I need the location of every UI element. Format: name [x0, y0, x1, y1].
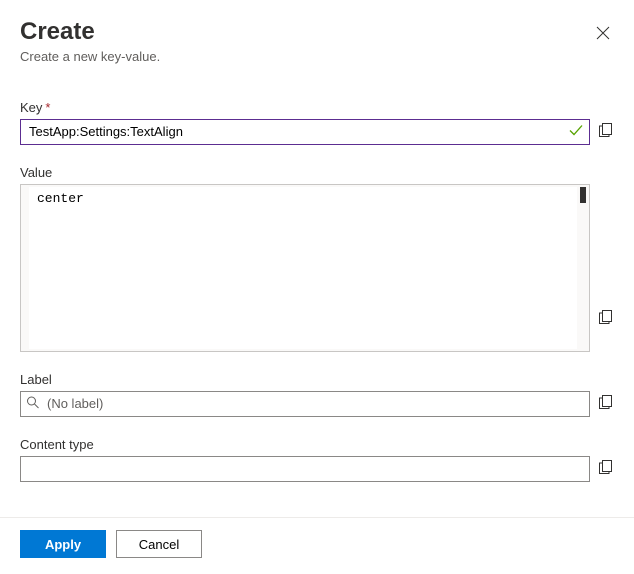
value-label: Value: [20, 165, 614, 180]
content-type-input[interactable]: [20, 456, 590, 482]
label-field: Label: [20, 372, 614, 417]
copy-icon: [598, 394, 614, 410]
key-label: Key*: [20, 100, 614, 115]
panel-title: Create: [20, 18, 614, 47]
label-input[interactable]: [20, 391, 590, 417]
copy-label-button[interactable]: [598, 394, 614, 413]
copy-value-button[interactable]: [598, 309, 614, 328]
required-marker: *: [45, 100, 50, 115]
value-scrollbar-thumb[interactable]: [580, 187, 586, 203]
create-form: Key* Value center Label: [20, 100, 614, 482]
key-input[interactable]: [20, 119, 590, 145]
key-label-text: Key: [20, 100, 42, 115]
panel-subtitle: Create a new key-value.: [20, 49, 614, 64]
close-icon: [596, 26, 610, 40]
copy-key-button[interactable]: [598, 122, 614, 141]
panel-header: Create Create a new key-value.: [20, 18, 614, 64]
copy-icon: [598, 122, 614, 138]
panel-footer: Apply Cancel: [0, 517, 634, 574]
copy-icon: [598, 459, 614, 475]
value-field: Value center: [20, 165, 614, 352]
close-button[interactable]: [592, 22, 614, 47]
copy-icon: [598, 309, 614, 325]
content-type-field: Content type: [20, 437, 614, 482]
label-label: Label: [20, 372, 614, 387]
copy-content-type-button[interactable]: [598, 459, 614, 478]
key-field: Key*: [20, 100, 614, 145]
value-editor[interactable]: center: [29, 187, 577, 349]
value-editor-container: center: [20, 184, 590, 352]
apply-button[interactable]: Apply: [20, 530, 106, 558]
cancel-button[interactable]: Cancel: [116, 530, 202, 558]
content-type-label: Content type: [20, 437, 614, 452]
